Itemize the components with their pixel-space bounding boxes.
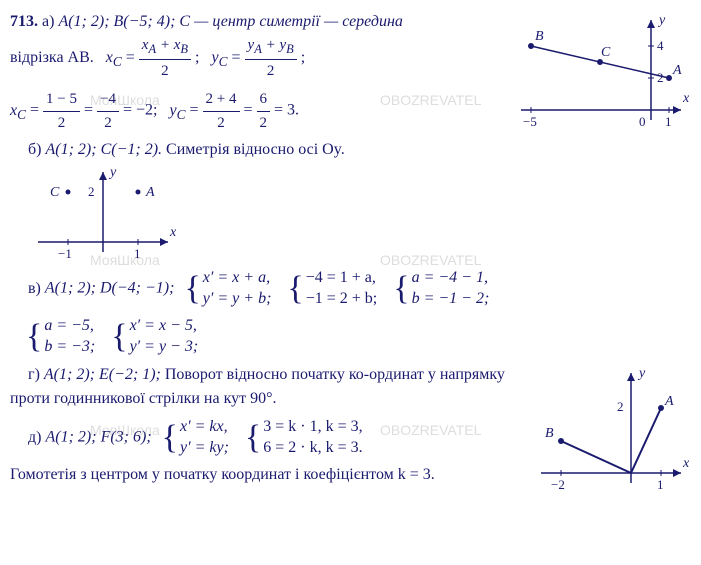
part-a-point-b: B(−5; 4);	[114, 13, 176, 30]
yc-calc-den2: 2	[257, 112, 271, 135]
sys5-l2: y′ = y − 3;	[130, 337, 199, 358]
part-v-point-d: D(−4; −1);	[100, 280, 174, 297]
sys5-l1: x′ = x − 5,	[130, 316, 199, 337]
part-b-point-a: A(1; 2);	[45, 141, 96, 158]
yc-calc-num2: 6	[257, 88, 271, 112]
part-d-point-a: A(1; 2);	[45, 429, 96, 446]
svg-text:A: A	[145, 185, 155, 200]
svg-text:y: y	[657, 13, 666, 28]
svg-text:4: 4	[657, 38, 664, 53]
part-a-desc2: відрізка AB.	[10, 49, 94, 66]
svg-text:1: 1	[657, 477, 664, 492]
part-a-label: а)	[42, 13, 54, 30]
svg-text:C: C	[601, 45, 611, 60]
sys1-l1: x′ = x + a,	[203, 268, 272, 289]
part-a-point-a: A(1; 2);	[58, 13, 109, 30]
svg-text:1: 1	[665, 114, 672, 129]
part-g-graph: x y −2 1 2 A B	[531, 363, 691, 493]
svg-text:x: x	[682, 91, 690, 106]
chart-g: x y −2 1 2 A B	[531, 363, 691, 493]
part-a-block: 713. а) A(1; 2); B(−5; 4); C — центр сим…	[10, 10, 691, 134]
part-a-graph: x y −5 0 1 2 4 B A C	[501, 10, 691, 130]
part-g-point-e: E(−2; 1);	[99, 366, 161, 383]
sys4-l1: a = −5,	[44, 316, 95, 337]
svg-text:A: A	[664, 394, 674, 409]
svg-text:C: C	[50, 185, 60, 200]
dsys2-l2: 6 = 2 · k, k = 3.	[263, 438, 362, 459]
xc-calc-den: 2	[43, 112, 80, 135]
yc-calc-num: 2 + 4	[203, 88, 240, 112]
problem-number: 713.	[10, 13, 38, 30]
part-b-graph: x y −1 1 2 C A	[10, 162, 691, 262]
dsys1-l1: x′ = kx,	[180, 417, 229, 438]
dsys1-l2: y′ = ky;	[180, 438, 229, 459]
sys1-l2: y′ = y + b;	[203, 289, 272, 310]
sys2-l1: −4 = 1 + a,	[306, 268, 378, 289]
svg-text:−2: −2	[551, 477, 565, 492]
svg-text:0: 0	[639, 114, 646, 129]
svg-text:x: x	[169, 225, 177, 240]
yc-result: = 3.	[274, 102, 299, 119]
svg-text:x: x	[682, 456, 690, 471]
svg-text:B: B	[545, 426, 554, 441]
chart-b: x y −1 1 2 C A	[28, 162, 188, 262]
sys2-l2: −1 = 2 + b;	[306, 289, 378, 310]
svg-text:A: A	[672, 63, 682, 78]
chart-a: x y −5 0 1 2 4 B A C	[501, 10, 691, 130]
svg-text:−5: −5	[523, 114, 537, 129]
svg-text:y: y	[637, 366, 646, 381]
part-v-block: в) A(1; 2); D(−4; −1); {x′ = x + a,y′ = …	[10, 268, 691, 357]
part-b-block: б) A(1; 2); C(−1; 2). Симетрія відносно …	[10, 138, 691, 262]
svg-text:−1: −1	[58, 246, 72, 261]
sys3-l1: a = −4 − 1,	[412, 268, 490, 289]
part-b-point-c: C(−1; 2).	[101, 141, 162, 158]
part-v-label: в)	[10, 280, 41, 297]
svg-text:B: B	[535, 29, 544, 44]
dsys2-l1: 3 = k · 1, k = 3,	[263, 417, 362, 438]
yc-calc-den: 2	[203, 112, 240, 135]
sys4-l2: b = −3;	[44, 337, 95, 358]
part-b-desc: Симетрія відносно осі Oy.	[166, 141, 345, 158]
sys3-l2: b = −1 − 2;	[412, 289, 490, 310]
part-a-desc1: C — центр симетрії — середина	[179, 13, 403, 30]
part-g-label: г)	[10, 366, 40, 383]
part-d-conclusion: Гомотетія з центром у початку координат …	[10, 466, 435, 483]
xc-result: = −2;	[123, 102, 158, 119]
svg-text:2: 2	[617, 399, 624, 414]
part-d-label: д)	[10, 429, 41, 446]
part-g-point-a: A(1; 2);	[44, 366, 95, 383]
svg-text:y: y	[108, 165, 117, 180]
part-g-d-block: г) A(1; 2); E(−2; 1); Поворот відносно п…	[10, 363, 691, 493]
xc-calc-den2: 2	[97, 112, 119, 135]
xc-calc-num2: −4	[97, 88, 119, 112]
part-b-label: б)	[10, 141, 41, 158]
part-d-point-f: F(3; 6);	[101, 429, 152, 446]
part-v-point-a: A(1; 2);	[45, 280, 96, 297]
xc-calc-num: 1 − 5	[43, 88, 80, 112]
svg-text:1: 1	[134, 246, 141, 261]
svg-text:2: 2	[88, 184, 95, 199]
svg-text:2: 2	[657, 70, 664, 85]
